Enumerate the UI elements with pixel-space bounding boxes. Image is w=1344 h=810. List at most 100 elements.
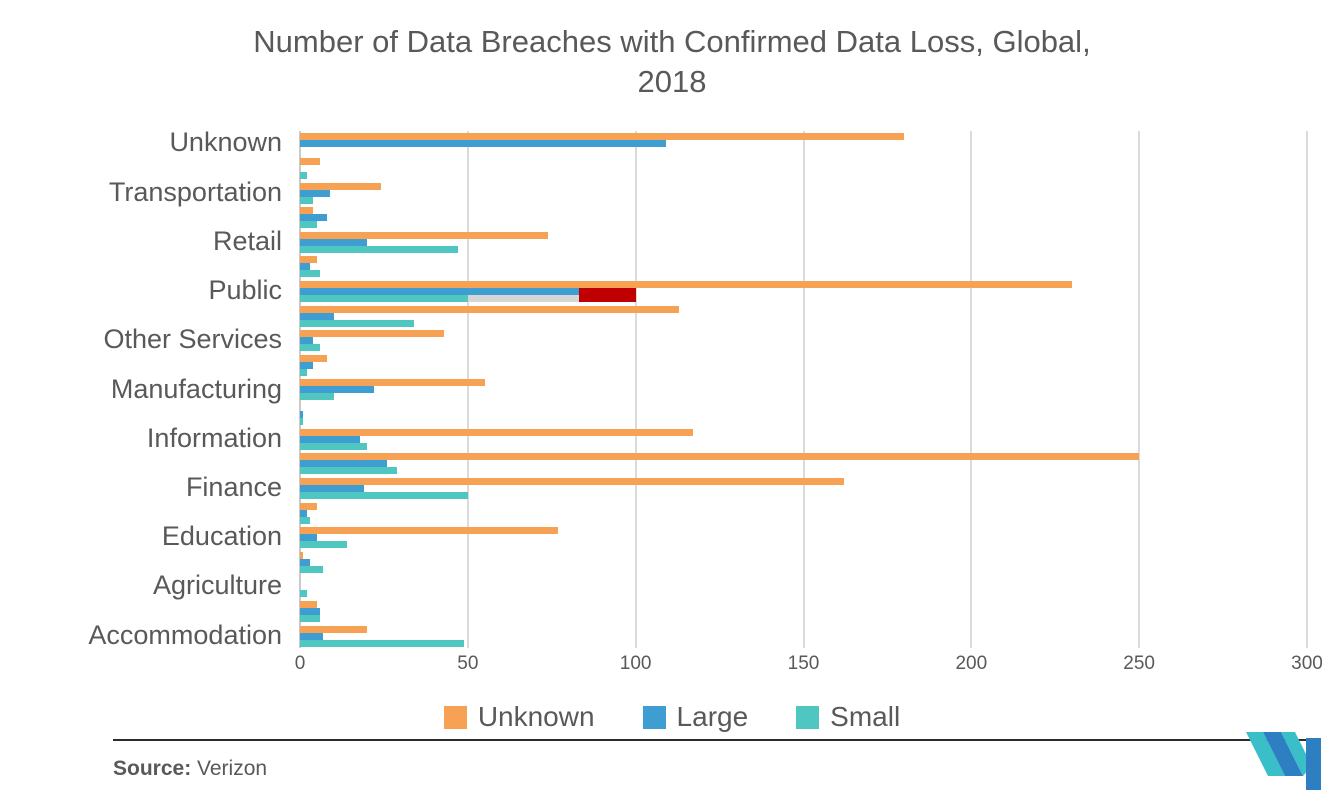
legend: Unknown Large Small	[0, 701, 1344, 733]
bar-small-row20	[300, 639, 465, 647]
bar-unknown-row8	[300, 330, 445, 338]
legend-label-large: Large	[676, 701, 749, 732]
bar-unknown-row15	[300, 502, 317, 510]
bar-unknown-row13	[300, 453, 1140, 461]
bar-unknown-row1	[300, 157, 321, 165]
bar-large-row7	[300, 312, 334, 320]
y-axis-label-retail: Retail	[212, 225, 282, 256]
bar-large-row4	[300, 238, 368, 246]
source-value: Verizon	[197, 757, 268, 780]
y-axis-label-information: Information	[146, 422, 282, 453]
bar-small-row18	[300, 590, 307, 598]
legend-label-small: Small	[830, 701, 901, 732]
bar-unknown-row16	[300, 527, 559, 535]
y-axis-label-transportation: Transportation	[108, 176, 282, 207]
x-axis-tick-label: 50	[457, 653, 479, 674]
bar-small-row16	[300, 541, 347, 549]
gridline-50	[466, 131, 469, 648]
bar-large-row5	[300, 263, 311, 271]
legend-label-unknown: Unknown	[477, 701, 595, 732]
bar-small-row1	[300, 171, 307, 179]
public-red-segment	[578, 288, 636, 302]
bar-small-row9	[300, 368, 307, 376]
gridline-150	[802, 131, 805, 648]
y-axis-label-finance: Finance	[185, 471, 282, 502]
bar-small-row14	[300, 491, 468, 499]
bar-large-row0	[300, 140, 666, 148]
gridline-200	[970, 131, 973, 648]
bar-large-row19	[300, 608, 321, 616]
bar-large-row9	[300, 361, 314, 369]
x-axis-tick-label: 150	[787, 653, 820, 674]
plot-area	[299, 131, 1308, 648]
logo-shape-blue-bar	[1306, 738, 1321, 790]
y-axis-label-unknown: Unknown	[169, 127, 282, 158]
legend-item-unknown: Unknown	[443, 701, 595, 733]
source-label: Source:	[113, 757, 192, 780]
legend-swatch-small-icon	[796, 705, 820, 729]
x-axis-tick-label: 300	[1291, 653, 1323, 674]
x-axis-tick-label: 250	[1123, 653, 1155, 674]
bar-large-row14	[300, 484, 364, 492]
y-axis-label-manufacturing: Manufacturing	[110, 373, 282, 404]
x-axis-tick-label: 100	[619, 653, 652, 674]
bar-unknown-row9	[300, 354, 327, 362]
bar-large-row2	[300, 189, 331, 197]
logo-shape-teal-right	[1281, 732, 1312, 776]
bar-unknown-row20	[300, 625, 368, 633]
legend-item-small: Small	[796, 701, 900, 733]
gridline-250	[1138, 131, 1141, 648]
bar-unknown-row0	[300, 133, 905, 141]
bar-small-row5	[300, 270, 321, 278]
bar-unknown-row17	[300, 551, 304, 559]
public-gray-segment	[467, 295, 579, 302]
y-axis-label-agriculture: Agriculture	[152, 570, 282, 601]
bar-small-row6	[300, 295, 468, 302]
bar-unknown-row5	[300, 256, 317, 264]
bar-small-row12	[300, 442, 368, 450]
bar-small-row2	[300, 196, 314, 204]
y-axis-label-accommodation: Accommodation	[88, 619, 282, 650]
x-axis-tick-label: 200	[955, 653, 988, 674]
bar-large-row16	[300, 534, 317, 542]
bar-large-row3	[300, 214, 327, 222]
bar-unknown-row7	[300, 305, 680, 313]
bar-unknown-row3	[300, 207, 314, 215]
bar-small-row3	[300, 221, 317, 229]
y-axis-label-other-services: Other Services	[103, 324, 282, 355]
chart-title-line1: Number of Data Breaches with Confirmed D…	[253, 24, 1091, 59]
bar-unknown-row6	[300, 281, 1073, 288]
bar-small-row17	[300, 565, 324, 573]
bar-small-row15	[300, 516, 311, 524]
legend-swatch-large-icon	[642, 705, 666, 729]
bar-small-row19	[300, 615, 321, 623]
bar-unknown-row4	[300, 231, 549, 239]
bar-large-row20	[300, 632, 324, 640]
bar-unknown-row14	[300, 477, 844, 485]
bar-unknown-row19	[300, 601, 317, 609]
gridline-300	[1306, 131, 1308, 648]
gridline-100	[634, 131, 637, 648]
x-axis-tick-label: 0	[294, 653, 306, 674]
y-axis-label-public: Public	[208, 275, 282, 306]
chart-title-line2: 2018	[637, 64, 707, 99]
bar-small-row7	[300, 319, 415, 327]
legend-item-large: Large	[642, 701, 749, 733]
source-note: Source: Verizon	[113, 757, 267, 781]
divider-line	[113, 739, 1320, 741]
bar-unknown-row10	[300, 379, 485, 387]
bar-large-row13	[300, 460, 388, 468]
mordor-intelligence-logo	[1246, 732, 1321, 790]
chart-title: Number of Data Breaches with Confirmed D…	[0, 22, 1344, 102]
bar-small-row11	[300, 418, 304, 426]
bar-small-row13	[300, 467, 398, 475]
bar-small-row4	[300, 245, 458, 253]
bar-large-row6	[300, 288, 579, 295]
bar-small-row10	[300, 393, 334, 401]
logo-shape-blue-middle	[1263, 732, 1303, 776]
bar-large-row11	[300, 411, 304, 419]
bar-large-row8	[300, 337, 314, 345]
bar-small-row8	[300, 344, 321, 352]
bar-large-row15	[300, 509, 307, 517]
bar-unknown-row2	[300, 182, 381, 190]
